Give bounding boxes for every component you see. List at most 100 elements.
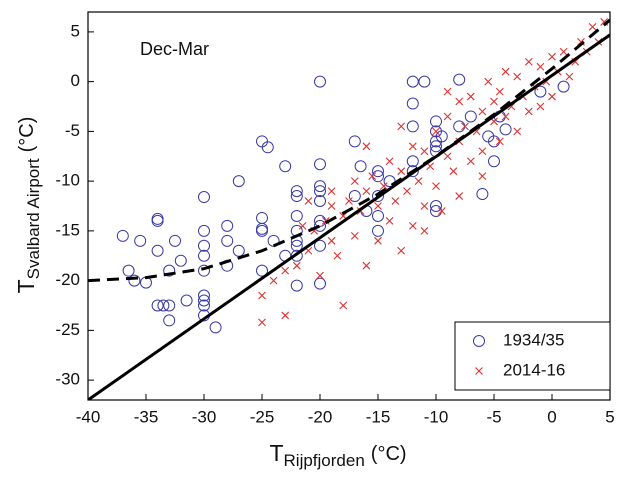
marker-x <box>495 137 504 146</box>
marker-x <box>258 318 266 327</box>
marker-x <box>408 142 417 151</box>
marker-x <box>461 122 469 131</box>
marker-x <box>548 52 556 61</box>
marker-circle <box>430 115 442 128</box>
marker-circle <box>128 274 141 287</box>
marker-x <box>397 122 406 131</box>
legend-box <box>454 321 611 391</box>
marker-x <box>339 301 348 310</box>
y-tick-label: -30 <box>55 370 80 389</box>
marker-x <box>304 197 313 205</box>
marker-circle <box>198 294 210 307</box>
marker-x <box>298 222 307 230</box>
marker-circle <box>314 239 326 252</box>
marker-circle <box>354 160 367 173</box>
marker-x <box>420 202 429 210</box>
marker-circle <box>406 120 419 133</box>
marker-x <box>350 231 359 240</box>
marker-circle <box>290 209 303 222</box>
marker-circle <box>453 120 466 133</box>
marker-circle <box>557 80 570 93</box>
marker-circle <box>314 158 326 171</box>
marker-x <box>362 261 371 270</box>
marker-x <box>333 251 342 260</box>
marker-x <box>478 147 487 156</box>
marker-x <box>513 127 522 136</box>
marker-x <box>391 197 400 205</box>
x-tick-label: -10 <box>424 407 449 426</box>
marker-x <box>536 62 545 71</box>
marker-circle <box>499 123 512 136</box>
marker-circle <box>157 299 170 312</box>
legend-label: 2014-16 <box>503 360 565 379</box>
y-tick-label: 0 <box>71 71 80 90</box>
marker-x <box>501 67 510 76</box>
marker-circle <box>209 321 222 334</box>
annotation: Dec-Mar <box>140 39 209 59</box>
marker-circle <box>372 209 384 222</box>
marker-x <box>536 102 545 111</box>
marker-circle <box>453 73 466 86</box>
marker-circle <box>134 234 147 247</box>
marker-x <box>513 72 522 81</box>
marker-x <box>385 217 394 225</box>
legend-label: 1934/35 <box>503 330 564 349</box>
marker-circle <box>372 190 384 203</box>
y-label-sub: Svalbard Airport <box>24 158 43 279</box>
marker-x <box>455 192 464 200</box>
marker-circle <box>221 219 234 232</box>
marker-circle <box>198 224 210 237</box>
marker-circle <box>163 299 176 312</box>
marker-circle <box>198 239 210 252</box>
marker-circle <box>314 277 326 290</box>
marker-circle <box>290 190 303 203</box>
y-label-main: T <box>13 279 39 293</box>
marker-x <box>490 97 498 106</box>
marker-circle <box>430 140 442 153</box>
marker-circle <box>314 219 326 232</box>
marker-circle <box>372 165 384 178</box>
marker-circle <box>430 204 442 217</box>
marker-circle <box>314 214 326 227</box>
marker-circle <box>534 85 547 98</box>
marker-x <box>379 182 388 190</box>
marker-x <box>327 202 336 210</box>
x-tick-label: -15 <box>366 407 391 426</box>
x-tick-label: 0 <box>547 407 556 426</box>
marker-x <box>443 87 452 96</box>
marker-x <box>432 127 440 136</box>
marker-circle <box>261 141 274 154</box>
x-axis-label: TRijpfjorden (°C) <box>269 440 406 470</box>
plot-frame <box>87 11 611 401</box>
y-label-unit: (°C) <box>16 117 38 153</box>
marker-circle <box>476 188 489 201</box>
marker-circle <box>163 314 176 327</box>
marker-circle <box>314 75 326 88</box>
marker-circle <box>435 130 448 143</box>
x-label-unit: (°C) <box>371 443 407 465</box>
y-tick-label: -25 <box>55 320 80 339</box>
marker-x <box>258 291 266 300</box>
marker-circle <box>430 200 442 212</box>
marker-x <box>565 72 574 81</box>
fit-line <box>88 18 610 283</box>
marker-circle <box>180 294 193 307</box>
marker-circle <box>406 165 419 178</box>
marker-x <box>524 107 533 116</box>
marker-x <box>345 197 353 205</box>
marker-x <box>501 112 510 121</box>
x-tick-label: 5 <box>605 407 614 426</box>
x-tick-label: -20 <box>308 407 333 426</box>
marker-circle <box>314 185 326 198</box>
marker-x <box>484 77 493 86</box>
marker-x <box>362 187 371 195</box>
marker-circle <box>163 264 176 277</box>
marker-x <box>408 222 417 230</box>
marker-x <box>281 311 290 320</box>
marker-x <box>321 217 330 225</box>
marker-x <box>414 177 423 186</box>
marker-circle <box>256 264 268 277</box>
marker-circle <box>314 180 326 193</box>
marker-circle <box>256 224 268 237</box>
